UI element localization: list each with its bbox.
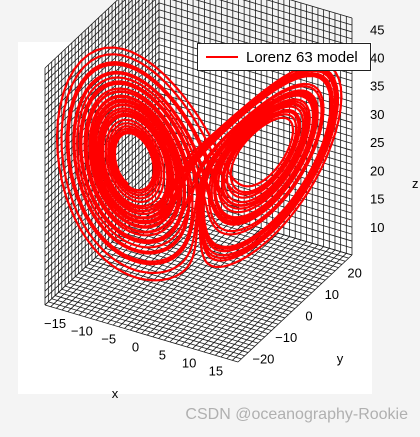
floor-grid-line — [197, 242, 313, 351]
floor-grid-line — [152, 203, 346, 262]
y-tick-label: 0 — [305, 309, 312, 324]
floor-grid-line — [226, 251, 341, 359]
legend: Lorenz 63 model — [197, 43, 371, 71]
y-tick-label: 10 — [325, 287, 339, 302]
back-wall-grid-line — [44, 30, 160, 138]
back-wall-grid-line — [44, 0, 148, 97]
x-tick-label: −10 — [71, 324, 93, 339]
y-tick-label: 20 — [347, 266, 361, 281]
floor-grid-line — [220, 249, 336, 358]
back-wall-grid-line — [44, 0, 126, 76]
floor-grid-line — [105, 247, 299, 306]
x-tick-label: 5 — [159, 347, 166, 362]
floor-grid-line — [209, 246, 324, 354]
z-tick-label: 20 — [370, 163, 384, 178]
floor-grid-line — [158, 231, 273, 339]
tick-labels: −15−10−5051015−20−1001020101520253035404… — [44, 22, 418, 401]
y-tick-label: −10 — [275, 330, 297, 345]
floor-grid-line — [186, 239, 302, 348]
back-wall-grid-line — [44, 0, 119, 69]
floor-grid-line — [215, 248, 330, 356]
floor-grid-line — [192, 241, 307, 349]
trajectory-line — [55, 46, 343, 282]
z-tick-label: 45 — [370, 22, 384, 37]
side-wall-grid-line — [266, 0, 353, 26]
floor-grid-line — [180, 237, 296, 346]
side-wall-grid-line — [242, 0, 353, 33]
floor-grid-line — [163, 232, 279, 341]
side-wall-grid-line — [158, 65, 353, 123]
floor-grid-line — [203, 244, 319, 353]
x-tick-label: 15 — [209, 363, 223, 378]
x-tick-label: 10 — [182, 355, 196, 370]
z-axis-label: z — [412, 176, 419, 191]
side-wall-grid-line — [158, 58, 353, 116]
x-tick-label: 0 — [132, 340, 139, 355]
trajectory-group — [55, 46, 343, 282]
watermark: CSDN @oceanography-Rookie — [185, 406, 408, 423]
back-wall-grid-line — [44, 0, 141, 90]
x-tick-label: −15 — [44, 316, 66, 331]
floor-grid-line — [169, 234, 285, 343]
x-axis-label: x — [112, 386, 119, 401]
side-wall-grid-line — [195, 0, 353, 47]
side-wall-grid-line — [218, 0, 353, 40]
floor-grid-line — [142, 213, 336, 272]
z-tick-label: 25 — [370, 135, 384, 150]
z-tick-label: 15 — [370, 192, 384, 207]
side-wall-grid-line — [289, 0, 353, 19]
floor-grid-line — [175, 236, 290, 344]
floor-grid-line — [108, 244, 302, 303]
y-axis-label: y — [337, 351, 344, 366]
z-tick-label: 35 — [370, 79, 384, 94]
floor-grid-line — [237, 254, 353, 363]
z-tick-label: 40 — [370, 51, 384, 66]
back-wall-grid-line — [44, 0, 133, 83]
legend-label: Lorenz 63 model — [246, 48, 358, 66]
x-tick-label: −5 — [101, 332, 116, 347]
legend-line-swatch — [206, 56, 238, 58]
z-tick-label: 30 — [370, 107, 384, 122]
floor-grid-line — [118, 235, 312, 294]
floor-grid-line — [232, 253, 347, 361]
z-tick-label: 10 — [370, 220, 384, 235]
y-tick-label: −20 — [252, 351, 274, 366]
